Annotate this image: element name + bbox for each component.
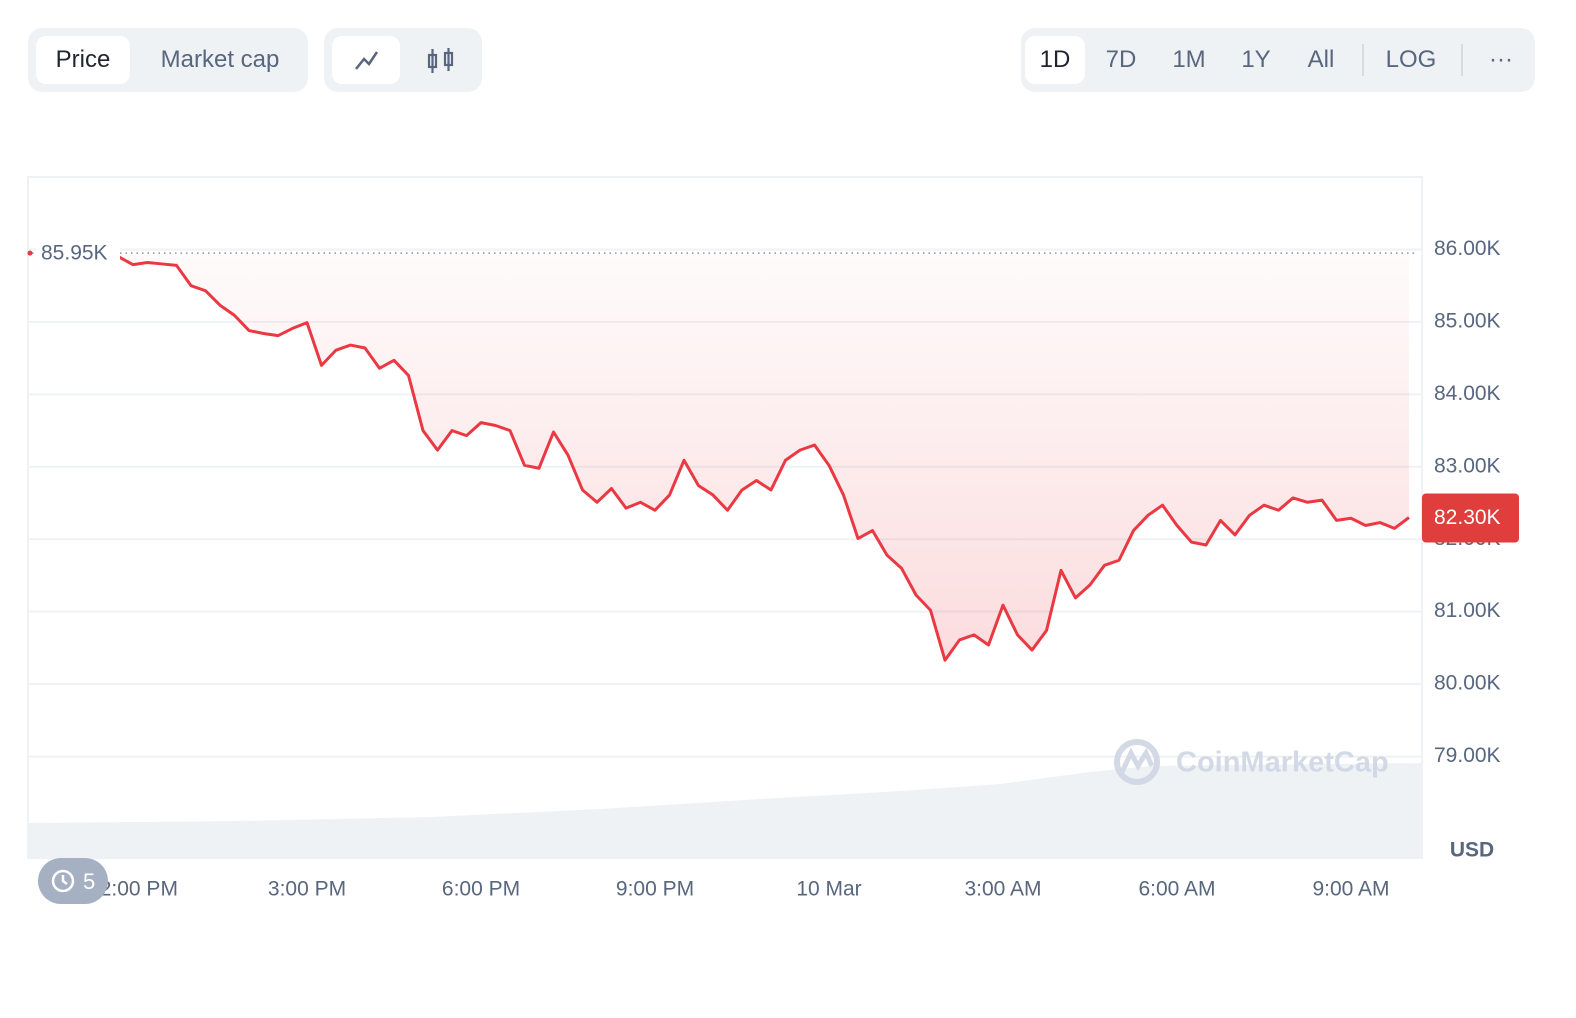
y-tick-label: 85.00K (1434, 309, 1501, 332)
range[interactable]: 7D (1105, 46, 1137, 73)
volume-area (28, 763, 1422, 858)
divider (1461, 44, 1463, 76)
history-count: 5 (83, 869, 96, 894)
y-tick-label: 79.00K (1434, 744, 1501, 767)
divider (1362, 44, 1364, 76)
x-tick-label: 6:00 PM (442, 878, 520, 901)
candle-button[interactable] (408, 36, 474, 84)
range[interactable]: 1Y (1241, 46, 1271, 73)
log-button[interactable]: LOG (1385, 46, 1437, 73)
y-tick-label: 80.00K (1434, 672, 1501, 695)
currency-label: USD (1450, 839, 1494, 862)
price-line (117, 255, 1410, 662)
watermark-text: CoinMarketCap (1176, 747, 1389, 779)
more-button[interactable]: ··· (1489, 46, 1513, 73)
y-tick-label: 81.00K (1434, 599, 1501, 622)
history-icon (38, 869, 75, 893)
range-tabs: 1D 7D 1M 1Y All LOG ··· (1021, 28, 1535, 92)
range[interactable]: All (1307, 46, 1335, 73)
reference-label-bg (36, 240, 120, 267)
reference-dot (27, 250, 33, 256)
x-tick-label: 6:00 AM (1138, 878, 1215, 901)
area-fill (118, 253, 1409, 661)
x-tick-label: 10 Mar (796, 878, 861, 901)
range[interactable]: 1D (1025, 36, 1085, 84)
view-tabs: Price Market cap (28, 28, 308, 92)
x-tick-label: 3:00 AM (964, 878, 1041, 901)
y-tick-label: 83.00K (1434, 454, 1501, 477)
x-tick-label: 9:00 AM (1312, 878, 1389, 901)
y-tick-label: 86.00K (1434, 237, 1501, 260)
chart-type (324, 28, 482, 92)
history-badge[interactable]: 5 (38, 858, 108, 904)
candle-icon (427, 48, 454, 73)
x-tick-label: 3:00 PM (268, 878, 346, 901)
line-icon (355, 51, 379, 70)
tab[interactable]: Price (36, 36, 130, 84)
reference-label: 85.95K (41, 242, 108, 265)
y-tick-label: 84.00K (1434, 382, 1501, 405)
last-price-box (1422, 493, 1519, 543)
range[interactable]: 1M (1172, 46, 1206, 73)
x-tick-label: 12:00 PM (88, 878, 178, 901)
last-price-label: 82.30K (1434, 506, 1501, 529)
watermark: CoinMarketCap (1114, 739, 1389, 785)
line-button[interactable] (332, 36, 400, 84)
tab[interactable]: Market cap (160, 46, 280, 73)
x-tick-label: 9:00 PM (616, 878, 694, 901)
page: Price Market cap 1D 7D 1M 1Y All LOG ···… (27, 28, 1535, 904)
chart: CoinMarketCap USD 79.00K80.00K81.00K82.0… (27, 176, 1519, 901)
